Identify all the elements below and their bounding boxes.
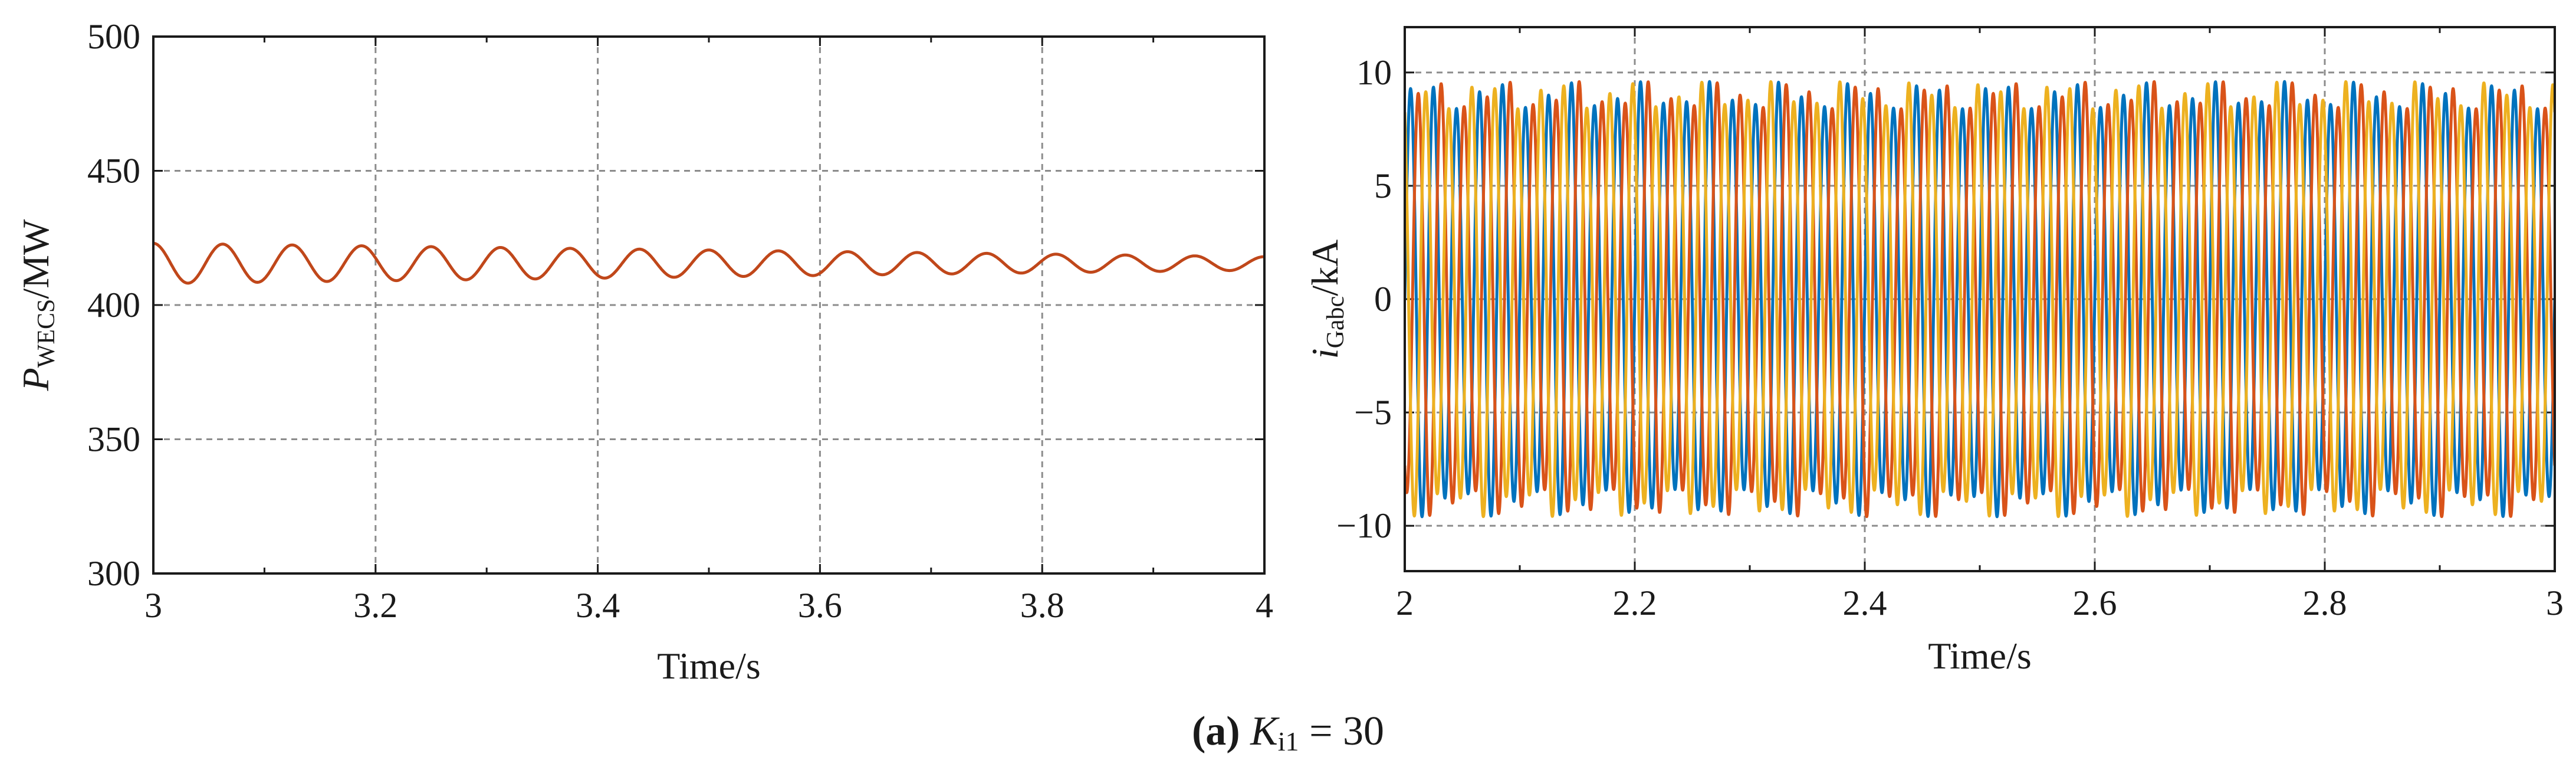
- y-axis-label: PWECS/MW: [15, 219, 60, 391]
- x-tick-label: 2.8: [2303, 584, 2347, 622]
- x-tick-label: 3.6: [798, 586, 842, 625]
- x-tick-label: 4: [1256, 586, 1273, 625]
- x-tick-label: 3.8: [1020, 586, 1064, 625]
- y-tick-label: 10: [1356, 53, 1392, 92]
- x-tick-label: 3: [2546, 584, 2564, 622]
- series-line-1: [1405, 80, 2555, 519]
- chart-p-wecs: 3 3.2 3.4 3.6 3.8 4 300 350 400 450 500 Time/s PW…: [15, 17, 1273, 687]
- series-line-2: [1405, 80, 2555, 519]
- x-tick-labels: 2 2.2 2.4 2.6 2.8 3: [1396, 584, 2564, 622]
- x-tick-label: 2.4: [1843, 584, 1887, 622]
- chart-i-gabc: 2 2.2 2.4 2.6 2.8 3 −10 −5 0 5 10 Time/s iGabc/kA: [1304, 26, 2564, 677]
- figure-caption: (a) Ki1 = 30: [1192, 709, 1384, 756]
- y-axis-label: iGabc/kA: [1304, 240, 1349, 359]
- x-tick-labels: 3 3.2 3.4 3.6 3.8 4: [144, 586, 1273, 625]
- series-i-gabc: [1405, 80, 2555, 519]
- y-tick-label: 300: [87, 554, 140, 593]
- x-tick-label: 2.2: [1613, 584, 1657, 622]
- series-line-3: [1405, 80, 2555, 519]
- y-tick-label: −10: [1336, 506, 1392, 545]
- x-tick-label: 3: [144, 586, 162, 625]
- y-tick-label: 500: [87, 17, 140, 56]
- plot-frame: [1404, 26, 2556, 572]
- y-tick-labels: −10 −5 0 5 10: [1336, 53, 1392, 545]
- y-tick-labels: 300 350 400 450 500: [87, 17, 140, 593]
- y-tick-label: 450: [87, 152, 140, 191]
- x-tick-label: 2: [1396, 584, 1414, 622]
- y-tick-label: 400: [87, 286, 140, 324]
- x-axis-label: Time/s: [657, 645, 761, 687]
- x-axis-label: Time/s: [1928, 635, 2032, 677]
- x-tick-label: 3.2: [353, 586, 397, 625]
- y-tick-label: −5: [1354, 393, 1392, 432]
- y-tick-label: 5: [1374, 166, 1392, 205]
- x-tick-label: 3.4: [576, 586, 620, 625]
- x-tick-label: 2.6: [2073, 584, 2117, 622]
- series-p-wecs: [152, 241, 1266, 285]
- grid-lines: [152, 35, 1266, 575]
- y-tick-label: 350: [87, 420, 140, 459]
- plot-frame: [152, 35, 1266, 575]
- y-tick-label: 0: [1374, 280, 1392, 319]
- series-line-1: [152, 241, 1266, 285]
